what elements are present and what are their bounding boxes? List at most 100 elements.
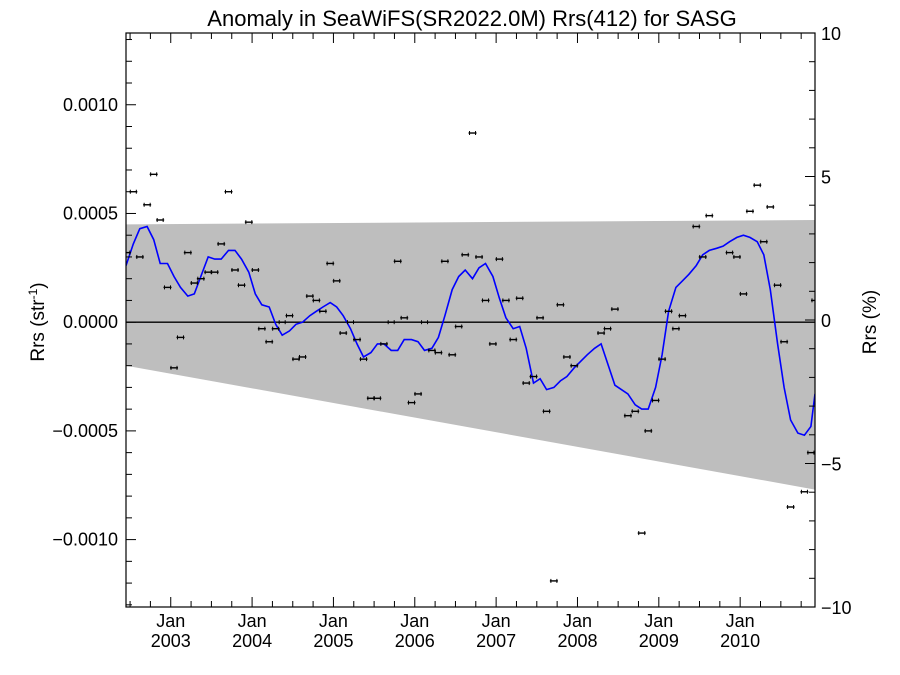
data-point	[488, 341, 497, 346]
data-point	[753, 183, 762, 188]
data-point	[644, 428, 653, 433]
data-point	[231, 267, 240, 272]
data-point	[359, 357, 368, 362]
data-point	[623, 413, 632, 418]
data-point	[610, 307, 619, 312]
x-tick-month-label: Jan	[319, 611, 348, 631]
data-point	[217, 241, 226, 246]
data-point	[597, 331, 606, 336]
left-y-axis-label: Rrs (str-1)	[26, 282, 49, 361]
data-point	[705, 213, 714, 218]
data-point	[495, 257, 504, 262]
data-point	[536, 315, 545, 320]
data-point	[631, 409, 640, 414]
x-tick-year-label: 2003	[151, 631, 191, 651]
data-point	[196, 276, 205, 281]
data-point	[257, 326, 266, 331]
right-tick-label: 10	[821, 24, 841, 44]
left-y-axis-label-main: Rrs (str	[28, 299, 49, 362]
data-point	[562, 354, 571, 359]
data-point	[292, 357, 301, 362]
data-point	[373, 396, 382, 401]
right-tick-label: −5	[821, 455, 842, 475]
data-point	[400, 315, 409, 320]
right-y-axis: 10 5 0 −5 −10	[805, 24, 852, 618]
data-point	[126, 250, 131, 255]
smoothed-series-line	[126, 225, 815, 437]
data-point	[143, 202, 152, 207]
data-point	[678, 313, 687, 318]
x-tick-year-label: 2007	[476, 631, 516, 651]
left-y-axis-label-end: )	[28, 282, 49, 288]
right-tick-label: 5	[821, 168, 831, 188]
right-tick-label: −10	[821, 598, 852, 618]
data-point	[420, 320, 429, 325]
left-tick-label: −0.0005	[52, 421, 118, 441]
data-point	[637, 531, 646, 536]
right-y-axis-label: Rrs (%)	[860, 290, 881, 354]
data-point	[603, 326, 612, 331]
data-point	[658, 357, 667, 362]
data-point	[427, 348, 436, 353]
x-tick-year-label: 2006	[395, 631, 435, 651]
x-tick-month-label: Jan	[156, 611, 185, 631]
data-point	[190, 281, 199, 286]
data-point	[169, 365, 178, 370]
data-point	[806, 450, 815, 455]
data-point	[468, 131, 477, 136]
data-point	[407, 400, 416, 405]
data-point	[312, 298, 321, 303]
chart-title: Anomaly in SeaWiFS(SR2022.0M) Rrs(412) f…	[207, 6, 736, 31]
plot-content	[126, 131, 815, 583]
data-point	[448, 352, 457, 357]
data-point	[278, 320, 287, 325]
data-point	[739, 291, 748, 296]
data-point	[800, 489, 809, 494]
data-point	[434, 350, 443, 355]
data-point	[339, 331, 348, 336]
data-point	[692, 224, 701, 229]
x-tick-year-label: 2009	[639, 631, 679, 651]
x-tick-month-label: Jan	[726, 611, 755, 631]
data-point	[135, 254, 144, 259]
data-point	[454, 324, 463, 329]
data-point	[780, 339, 789, 344]
data-point	[271, 326, 280, 331]
x-tick-year-label: 2008	[557, 631, 597, 651]
right-tick-label: 0	[821, 311, 831, 331]
data-point	[224, 189, 233, 194]
data-point	[305, 294, 314, 299]
x-tick-month-label: Jan	[238, 611, 267, 631]
x-tick-month-label: Jan	[644, 611, 673, 631]
left-tick-label: −0.0010	[52, 530, 118, 550]
data-point	[183, 250, 192, 255]
data-point	[379, 341, 388, 346]
data-point	[244, 220, 253, 225]
data-point	[664, 309, 673, 314]
data-point	[332, 278, 341, 283]
data-point	[346, 320, 355, 325]
data-point	[318, 309, 327, 314]
x-tick-month-label: Jan	[400, 611, 429, 631]
data-point	[237, 283, 246, 288]
data-point	[732, 254, 741, 259]
data-point	[651, 398, 660, 403]
data-point	[522, 381, 531, 386]
data-point	[766, 204, 775, 209]
data-point	[515, 296, 524, 301]
x-tick-month-label: Jan	[563, 611, 592, 631]
data-point	[393, 259, 402, 264]
left-y-axis-label-superscript: -1	[26, 288, 40, 299]
data-point	[210, 270, 219, 275]
data-point	[811, 298, 815, 303]
data-point	[570, 363, 579, 368]
x-tick-year-label: 2005	[313, 631, 353, 651]
data-point	[542, 409, 551, 414]
x-tick-month-label: Jan	[482, 611, 511, 631]
data-point	[298, 354, 307, 359]
left-y-axis: 0.0010 0.0005 0.0000 −0.0005 −0.0010	[52, 39, 136, 606]
data-point	[698, 254, 707, 259]
data-point	[773, 283, 782, 288]
data-point	[353, 337, 362, 342]
